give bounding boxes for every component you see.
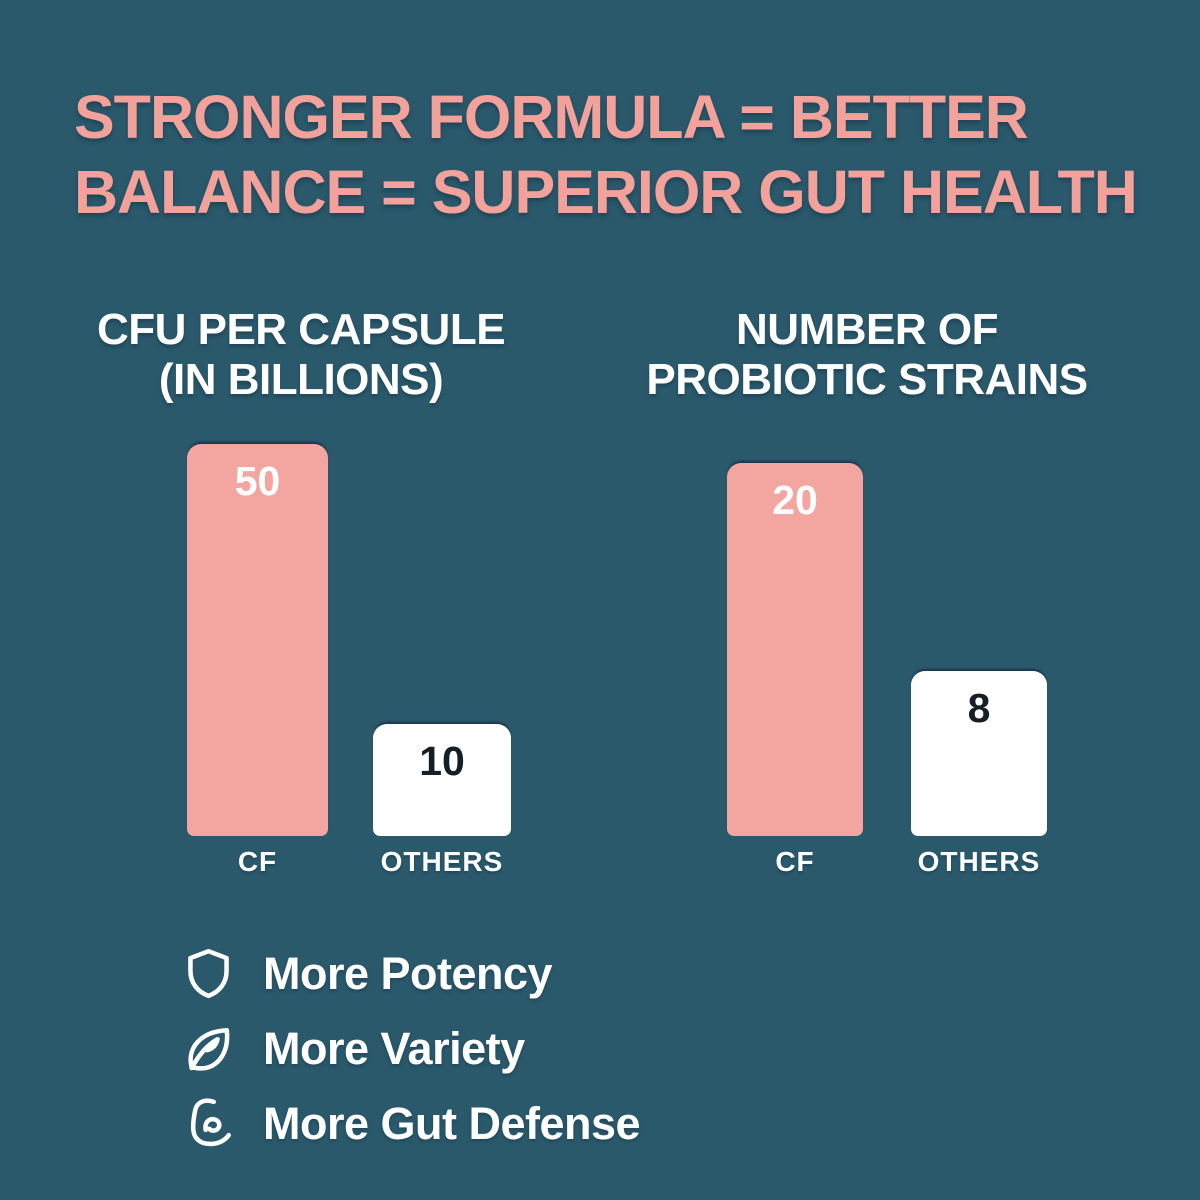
chart1-category-others: OTHERS xyxy=(380,846,504,877)
chart1-category-cf: CF xyxy=(237,846,278,877)
chart2-bar-others: 8 xyxy=(911,671,1047,836)
feature-row-gut-defense: More Gut Defense xyxy=(180,1095,641,1152)
leaf-icon xyxy=(180,1020,237,1077)
feature-label-gut-defense: More Gut Defense xyxy=(263,1098,641,1149)
feature-label-variety: More Variety xyxy=(263,1023,525,1074)
chart1-bar-others-value: 10 xyxy=(419,738,465,784)
shield-icon xyxy=(180,945,237,1002)
chart1-title: CFU PER CAPSULE (IN BILLIONS) xyxy=(96,305,506,404)
page-title: STRONGER FORMULA = BETTER BALANCE = SUPE… xyxy=(74,83,1138,226)
chart2-bar-cf: 20 xyxy=(727,463,863,836)
chart2-category-cf: CF xyxy=(775,846,815,877)
feature-label-potency: More Potency xyxy=(263,948,553,999)
chart2-title: NUMBER OF PROBIOTIC STRAINS xyxy=(646,305,1088,404)
chart2-bar-cf-value: 20 xyxy=(772,477,818,523)
features-list: More Potency More Variety More Gut Defen… xyxy=(180,945,641,1170)
chart1-bar-cf: 50 xyxy=(187,444,328,836)
bicep-icon xyxy=(180,1095,237,1152)
chart1-bar-cf-value: 50 xyxy=(234,458,281,504)
feature-row-potency: More Potency xyxy=(180,945,640,1002)
feature-row-variety: More Variety xyxy=(180,1020,640,1077)
chart2-category-others: OTHERS xyxy=(917,846,1041,877)
chart1-bar-others: 10 xyxy=(373,724,511,836)
chart2-bar-others-value: 8 xyxy=(967,685,991,731)
